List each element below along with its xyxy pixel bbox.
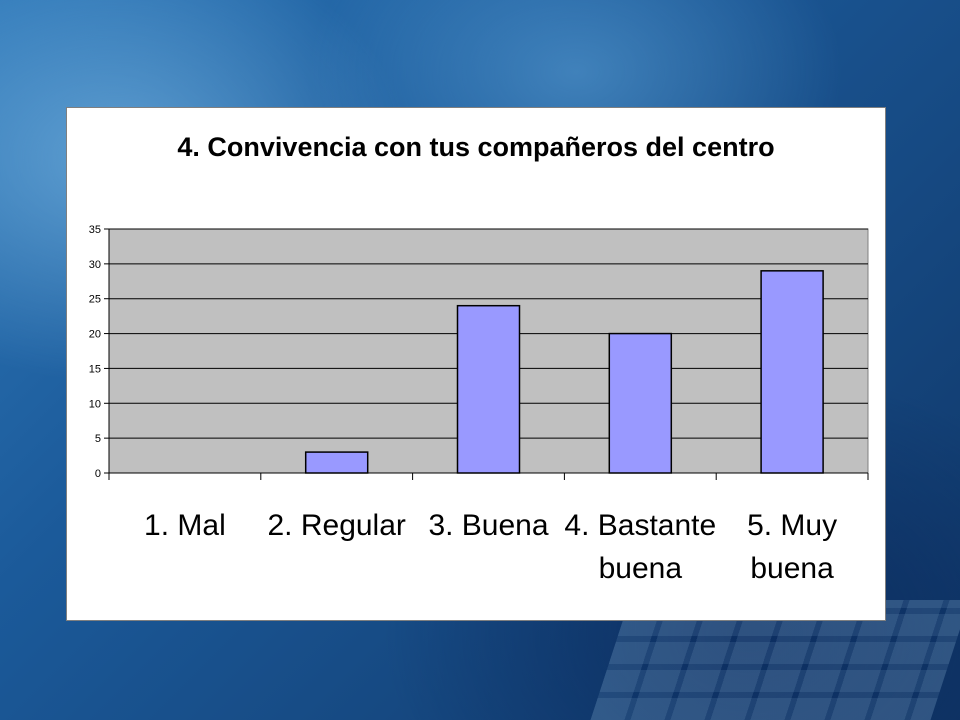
chart-title: 4. Convivencia con tus compañeros del ce… (177, 132, 775, 162)
y-tick-label: 15 (89, 363, 101, 375)
y-tick-label: 5 (95, 433, 101, 445)
x-category-label-line: buena (750, 552, 834, 585)
y-tick-label: 0 (95, 468, 101, 480)
y-tick-label: 30 (89, 259, 101, 271)
bar-2 (304, 451, 369, 474)
x-category-label-line: buena (599, 552, 683, 585)
x-category-label-line: 2. Regular (267, 509, 405, 542)
bar-3 (456, 304, 521, 474)
y-tick-label: 35 (89, 224, 101, 236)
bar-5 (760, 270, 824, 474)
bar-chart: 0 5 10 15 20 25 30 35 1. Mal 2. Regular 3. Buena 4.… (89, 224, 869, 585)
y-tick-label: 20 (89, 329, 101, 341)
x-category-label: 1. Mal (144, 509, 226, 542)
x-category-label-line: 5. Muy (747, 509, 837, 542)
x-category-label: 4. Bastante buena (564, 509, 716, 585)
x-category-label-line: 4. Bastante (564, 509, 716, 542)
x-category-label-line: 3. Buena (428, 509, 548, 542)
y-tick-label: 10 (89, 398, 101, 410)
x-category-label: 2. Regular (267, 509, 405, 542)
bar-4 (608, 332, 673, 474)
x-category-label: 3. Buena (428, 509, 548, 542)
x-category-label-line: 1. Mal (144, 509, 226, 542)
chart-panel: 4. Convivencia con tus compañeros del ce… (66, 107, 886, 621)
y-tick-label: 25 (89, 294, 101, 306)
x-category-label: 5. Muy buena (747, 509, 837, 585)
